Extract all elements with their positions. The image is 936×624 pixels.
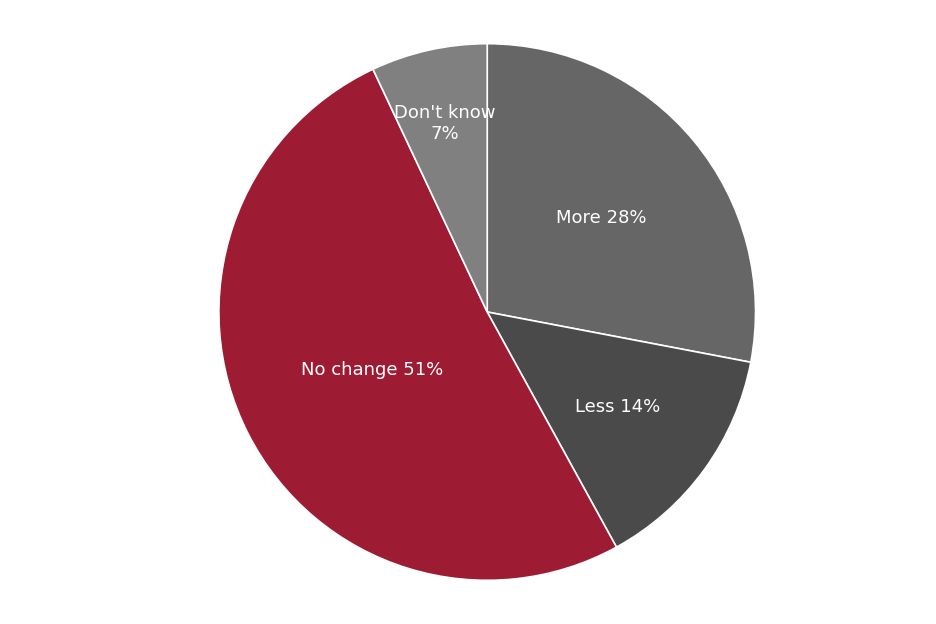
Text: Don't know
7%: Don't know 7%: [394, 104, 495, 143]
Text: No change 51%: No change 51%: [301, 361, 443, 379]
Text: More 28%: More 28%: [555, 209, 646, 227]
Text: Less 14%: Less 14%: [574, 397, 659, 416]
Wedge shape: [373, 44, 487, 312]
Wedge shape: [219, 69, 616, 580]
Wedge shape: [487, 312, 750, 547]
Wedge shape: [487, 44, 754, 363]
